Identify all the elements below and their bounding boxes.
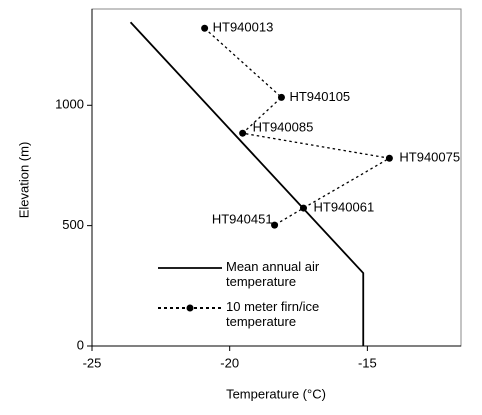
point-label: HT940105 — [289, 89, 350, 104]
legend-marker — [186, 304, 194, 312]
data-point — [201, 24, 209, 32]
plot-frame — [91, 8, 462, 347]
point-label: HT940451 — [212, 212, 273, 227]
data-point — [271, 221, 279, 229]
legend-label: Mean annual air temperature — [226, 259, 320, 289]
x-tick-label: -20 — [220, 355, 239, 370]
legend-label: 10 meter firn/ice temperature — [226, 299, 320, 329]
point-label: HT940075 — [399, 150, 460, 165]
x-axis-title: Temperature (°C) — [226, 386, 326, 401]
legend-entry: 10 meter firn/ice temperature — [226, 299, 320, 329]
legend-entry: Mean annual air temperature — [226, 259, 320, 289]
point-label: HT940061 — [313, 200, 374, 215]
y-tick-label: 1000 — [55, 97, 84, 112]
data-point — [299, 204, 307, 212]
data-point — [277, 93, 285, 101]
y-axis-title: Elevation (m) — [16, 142, 31, 219]
data-point — [385, 154, 393, 162]
y-tick-label: 500 — [62, 217, 84, 232]
series-line — [129, 21, 365, 346]
y-tick-label: 0 — [77, 337, 84, 352]
data-point — [239, 129, 247, 137]
x-tick-label: -25 — [83, 355, 102, 370]
point-label: HT940013 — [213, 20, 274, 35]
x-tick-label: -15 — [358, 355, 377, 370]
point-label: HT940085 — [253, 120, 314, 135]
